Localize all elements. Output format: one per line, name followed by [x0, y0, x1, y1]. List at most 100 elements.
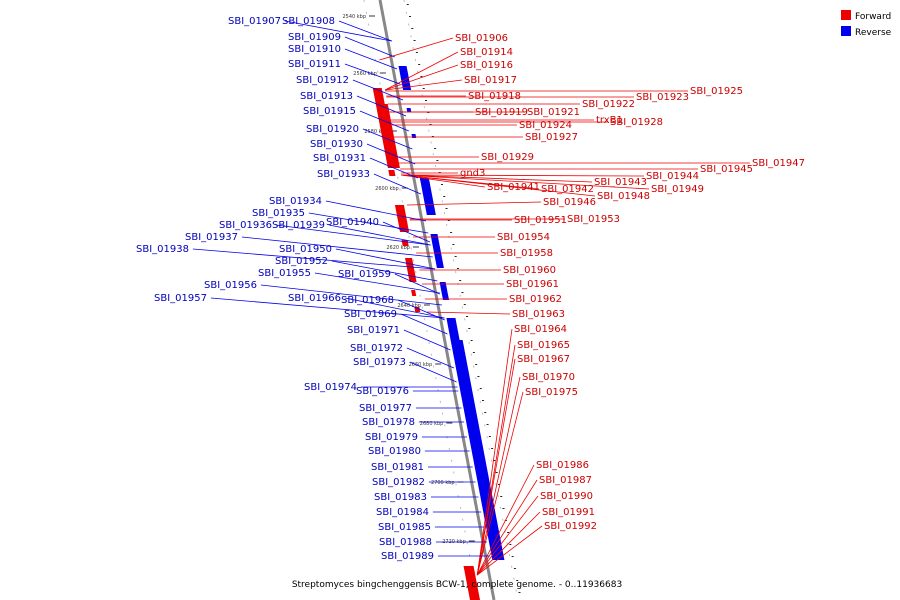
reverse-gene-block [450, 340, 476, 410]
forward-gene-label: SBI_01987 [539, 475, 592, 486]
reverse-gene-label: SBI_01940 [326, 217, 379, 228]
leader-line [409, 361, 457, 383]
reverse-gene-label: SBI_01933 [317, 169, 370, 180]
forward-gene-block [414, 307, 421, 312]
scale-dot [459, 280, 462, 281]
scale-dot [436, 160, 439, 161]
scale-tick: 2600 kbp [375, 186, 408, 192]
reverse-gene-label: SBI_01984 [376, 507, 429, 518]
forward-gene-block [394, 205, 410, 232]
reverse-gene-label: SBI_01982 [372, 477, 425, 488]
reverse-gene-block [463, 410, 482, 440]
leader-line [314, 272, 440, 294]
leader-line [379, 37, 454, 61]
scale-dot [411, 28, 414, 29]
forward-gene-label: SBI_01922 [582, 99, 635, 110]
reverse-gene-label: SBI_01931 [313, 153, 366, 164]
scale-dot [418, 64, 421, 65]
forward-gene-label: SBI_01924 [519, 120, 572, 131]
forward-gene-label: SBI_01947 [752, 158, 805, 169]
leader-line [406, 201, 542, 206]
scale-dot [493, 460, 496, 461]
reverse-gene-label: SBI_01935 [252, 208, 305, 219]
forward-gene-label: SBI_01962 [509, 294, 562, 305]
scale-dot [466, 316, 469, 317]
scale-tick: 2700 kbp [431, 480, 464, 486]
reverse-gene-label: SBI_01911 [288, 59, 341, 70]
leader-line [344, 48, 398, 70]
scale-tick-label: 2540 kbp [342, 14, 366, 20]
leader-line [476, 328, 513, 576]
scale-dot [431, 136, 434, 137]
leader-line [476, 479, 538, 576]
reverse-gene-label: SBI_01974 [304, 382, 357, 393]
reverse-gene-label: SBI_01912 [296, 75, 349, 86]
leader-line [476, 358, 516, 576]
forward-gene-label: SBI_01954 [497, 232, 550, 243]
leader-line [406, 347, 455, 369]
leader-line [275, 224, 431, 246]
forward-gene-label: SBI_01943 [594, 177, 647, 188]
scale-dot [461, 292, 464, 293]
leader-line [401, 174, 645, 177]
forward-gene-label: SBI_01991 [542, 507, 595, 518]
scale-dot [434, 148, 437, 149]
reverse-gene-label: SBI_01988 [379, 537, 432, 548]
scale-dot [409, 16, 412, 17]
scale-dot [445, 208, 448, 209]
reverse-gene-label: SBI_01977 [359, 403, 412, 414]
reverse-gene-label: SBI_01968 [341, 295, 394, 306]
forward-gene-block [405, 258, 417, 282]
forward-gene-label: SBI_01941 [487, 182, 540, 193]
forward-gene-label: SBI_01965 [517, 340, 570, 351]
forward-gene-label: SBI_01948 [597, 191, 650, 202]
scale-dot [488, 436, 491, 437]
forward-gene-label: SBI_01946 [543, 197, 596, 208]
reverse-gene-block [406, 108, 412, 112]
forward-gene-label: SBI_01958 [500, 248, 553, 259]
reverse-gene-label: SBI_01910 [288, 44, 341, 55]
reverse-gene-label: SBI_01971 [347, 325, 400, 336]
leader-line [369, 157, 418, 179]
forward-gene-label: SBI_01916 [460, 60, 513, 71]
leader-line [325, 200, 427, 222]
leader-line [427, 311, 511, 315]
chromosome-axis [378, 0, 496, 600]
leader-line [476, 344, 516, 576]
reverse-gene-label: SBI_01913 [300, 91, 353, 102]
forward-gene-label: SBI_01961 [506, 279, 559, 290]
leader-line [210, 297, 445, 319]
leader-line [476, 464, 535, 576]
leader-line [476, 495, 539, 576]
reverse-gene-label: SBI_01915 [303, 106, 356, 117]
leader-line [338, 20, 392, 42]
scale-tick-label: 2680 kbp [420, 421, 444, 427]
forward-gene-label: SBI_01963 [512, 309, 565, 320]
reverse-gene-label: SBI_01920 [306, 124, 359, 135]
reverse-gene-label: SBI_01980 [368, 446, 421, 457]
reverse-gene-label: SBI_01976 [356, 386, 409, 397]
scale-dot [511, 556, 514, 557]
scale-dot [452, 244, 455, 245]
scale-dot [507, 532, 510, 533]
leader-line [344, 36, 395, 58]
leader-line [335, 248, 436, 270]
reverse-gene-label: SBI_01952 [275, 256, 328, 267]
leader-line [401, 174, 593, 183]
forward-gene-label: SBI_01951 [514, 215, 567, 226]
scale-dot [415, 52, 418, 53]
reverse-gene-block [398, 66, 412, 90]
leader-line [477, 525, 543, 576]
forward-gene-label: SBI_01975 [525, 387, 578, 398]
leader-line [362, 128, 413, 150]
forward-gene-label: SBI_01929 [481, 152, 534, 163]
forward-gene-label: SBI_01919 [475, 107, 528, 118]
reverse-gene-label: SBI_01936 [219, 220, 272, 231]
reverse-gene-label: SBI_01957 [154, 293, 207, 304]
scale-dot [470, 340, 473, 341]
forward-gene-label: SBI_01918 [468, 91, 521, 102]
scale-dot [513, 568, 516, 569]
forward-gene-block [411, 290, 417, 296]
leader-line [403, 329, 451, 351]
